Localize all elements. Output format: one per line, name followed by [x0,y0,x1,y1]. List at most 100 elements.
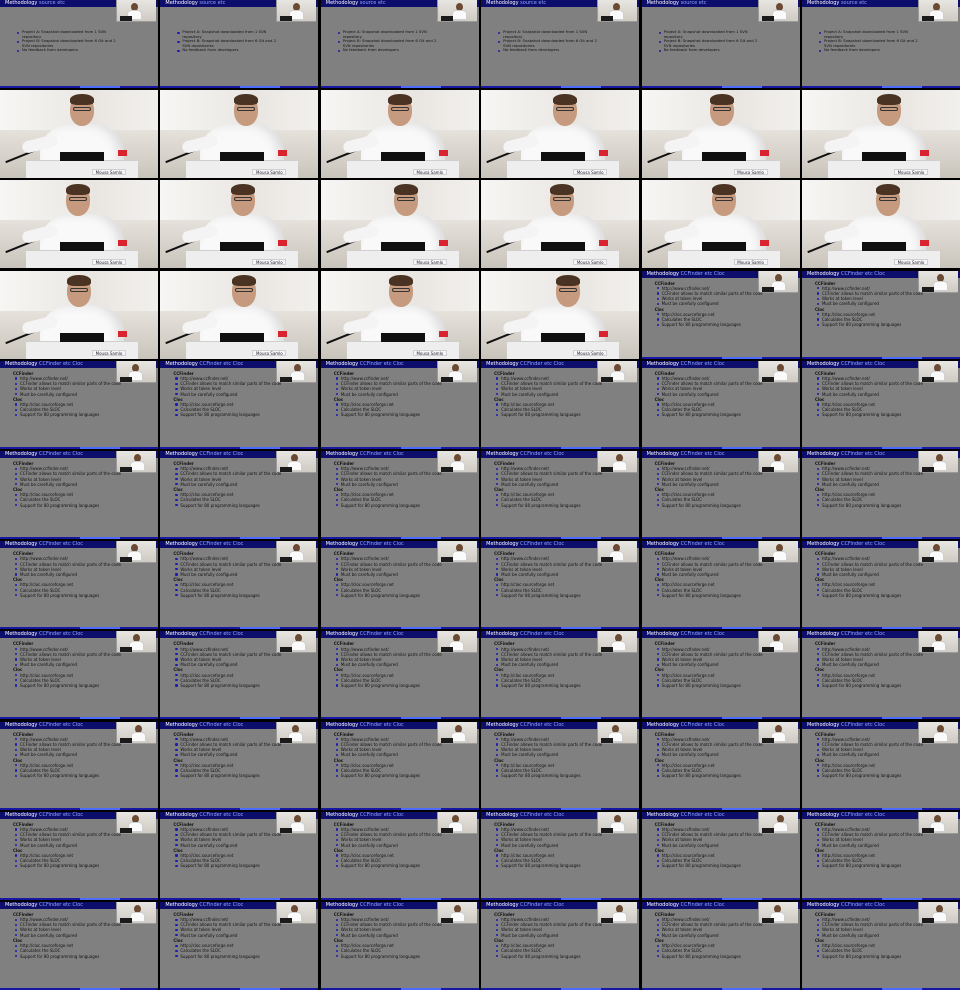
slide-thumbnail[interactable]: Methodology CCFinder etc Cloc CCFinder h… [320,450,479,539]
slide-thumbnail[interactable]: Methodology CCFinder etc Cloc CCFinder h… [320,721,479,810]
speaker-video-frame[interactable]: Mousa Samlo [801,180,960,269]
slide-thumbnail[interactable]: Methodology CCFinder etc Cloc CCFinder h… [160,541,319,630]
slide-thumbnail[interactable]: Methodology CCFinder etc Cloc CCFinder h… [481,811,640,900]
slide-footer [320,987,479,990]
slide-body: Project A: Snapshot downloaded from 1 SV… [175,29,303,53]
slide-thumbnail[interactable]: Methodology CCFinder etc Cloc CCFinder h… [801,360,960,449]
slide-thumbnail[interactable]: Methodology CCFinder etc Cloc CCFinder h… [641,721,800,810]
slide-title-bar: Methodology CCFinder etc Cloc [801,631,960,639]
slide-thumbnail[interactable]: Methodology CCFinder etc Cloc CCFinder h… [801,270,960,359]
slide-thumbnail[interactable]: Methodology CCFinder etc Cloc CCFinder h… [160,721,319,810]
bullet-item: Must be carefully configured [13,933,141,938]
bullet-item: http://www.ccfinder.net/ [815,737,943,742]
slide-thumbnail[interactable]: Methodology CCFinder etc Cloc CCFinder h… [160,450,319,539]
slide-thumbnail[interactable]: Methodology CCFinder etc Cloc CCFinder h… [801,721,960,810]
speaker-video-frame[interactable]: Mousa Samlo [481,270,640,359]
name-tag-icon [438,150,448,157]
slide-thumbnail[interactable]: Methodology CCFinder etc Cloc CCFinder h… [481,360,640,449]
slide-thumbnail[interactable]: Methodology CCFinder etc Cloc CCFinder h… [481,450,640,539]
slide-thumbnail[interactable]: Methodology CCFinder etc Cloc CCFinder h… [320,631,479,720]
slide-thumbnail[interactable]: Methodology CCFinder etc Cloc CCFinder h… [0,811,158,900]
speaker-thumbnail-icon [276,811,317,834]
slide-thumbnail[interactable]: Methodology CCFinder etc Cloc CCFinder h… [160,631,319,720]
slide-title-bar: Methodology source etc [320,0,479,7]
speaker-video-frame[interactable]: Mousa Samlo [0,180,158,269]
bullet-item: CCFinder allows to match similar parts o… [173,832,301,837]
slide-title-bar: Methodology CCFinder etc Cloc [481,360,640,368]
slide-thumbnail[interactable]: Methodology CCFinder etc Cloc CCFinder h… [0,541,158,630]
slide-thumbnail[interactable]: Methodology CCFinder etc Cloc CCFinder h… [801,450,960,539]
slide-thumbnail[interactable]: Methodology CCFinder etc Cloc CCFinder h… [481,901,640,990]
slide-thumbnail[interactable]: Methodology source etc Project A: Snapsh… [0,0,158,88]
slide-body: CCFinder http://www.ccfinder.net/ CCFind… [815,641,943,688]
slide-thumbnail[interactable]: Methodology source etc Project A: Snapsh… [801,0,960,88]
section-heading: Cloc [333,937,344,943]
slide-thumbnail[interactable]: Methodology CCFinder etc Cloc CCFinder h… [641,901,800,990]
slide-title: Methodology [806,721,840,728]
bullet-item: Project B: Snapshot downloaded from 6 Gi… [175,38,280,48]
bullet-item: Calculates the SLOC [494,858,622,863]
speaker-video-frame[interactable]: Mousa Samlo [641,180,800,269]
slide-thumbnail[interactable]: Methodology CCFinder etc Cloc CCFinder h… [641,450,800,539]
slide-thumbnail[interactable]: Methodology CCFinder etc Cloc CCFinder h… [0,360,158,449]
bullet-item: http://cloc.sourceforge.net [494,673,622,678]
bullet-item: Support for 80 programming languages [173,593,301,598]
bullet-item: CCFinder allows to match similar parts o… [655,832,783,837]
section-heading: CCFinder [173,641,194,647]
speaker-video-frame[interactable]: Mousa Samlo [481,90,640,179]
slide-thumbnail[interactable]: Methodology CCFinder etc Cloc CCFinder h… [801,631,960,720]
slide-thumbnail[interactable]: Methodology CCFinder etc Cloc CCFinder h… [641,811,800,900]
slide-thumbnail[interactable]: Methodology CCFinder etc Cloc CCFinder h… [160,811,319,900]
speaker-video-frame[interactable]: Mousa Samlo [641,90,800,179]
slide-thumbnail[interactable]: Methodology CCFinder etc Cloc CCFinder h… [481,631,640,720]
slide-thumbnail[interactable]: Methodology CCFinder etc Cloc CCFinder h… [0,450,158,539]
speaker-video-frame[interactable]: Mousa Samlo [0,90,158,179]
speaker-thumbnail-icon [276,721,317,744]
slide-thumbnail[interactable]: Methodology source etc Project A: Snapsh… [160,0,319,88]
bullet-item: http://cloc.sourceforge.net [494,492,622,497]
speaker-video-frame[interactable]: Mousa Samlo [0,270,158,359]
speaker-video-frame[interactable]: Mousa Samlo [801,90,960,179]
slide-body: CCFinder http://www.ccfinder.net/ CCFind… [334,732,462,779]
slide-thumbnail[interactable]: Methodology CCFinder etc Cloc CCFinder h… [801,541,960,630]
slide-thumbnail[interactable]: Methodology CCFinder etc Cloc CCFinder h… [641,270,800,359]
slide-thumbnail[interactable]: Methodology CCFinder etc Cloc CCFinder h… [320,811,479,900]
slide-thumbnail[interactable]: Methodology CCFinder etc Cloc CCFinder h… [0,721,158,810]
speaker-video-frame[interactable]: Mousa Samlo [160,180,319,269]
slide-thumbnail[interactable]: Methodology CCFinder etc Cloc CCFinder h… [320,541,479,630]
slide-thumbnail[interactable]: Methodology CCFinder etc Cloc CCFinder h… [481,721,640,810]
bullet-item: Must be carefully configured [815,843,943,848]
slide-thumbnail[interactable]: Methodology source etc Project A: Snapsh… [641,0,800,88]
slide-thumbnail[interactable]: Methodology source etc Project A: Snapsh… [481,0,640,88]
laptop-icon [380,332,425,342]
section-heading: Cloc [814,306,825,312]
bullet-item: CCFinder allows to match similar parts o… [173,922,301,927]
slide-thumbnail[interactable]: Methodology CCFinder etc Cloc CCFinder h… [0,901,158,990]
bullet-item: Works at token level [815,837,943,842]
slide-thumbnail[interactable]: Methodology CCFinder etc Cloc CCFinder h… [320,360,479,449]
section-heading: Cloc [814,396,825,402]
speaker-video-frame[interactable]: Mousa Samlo [481,180,640,269]
slide-thumbnail[interactable]: Methodology CCFinder etc Cloc CCFinder h… [641,631,800,720]
slide-thumbnail[interactable]: Methodology CCFinder etc Cloc CCFinder h… [160,901,319,990]
speaker-video-frame[interactable]: Mousa Samlo [320,90,479,179]
speaker-video-frame[interactable]: Mousa Samlo [160,90,319,179]
bullet-item: Must be carefully configured [173,482,301,487]
speaker-thumbnail-icon [276,631,317,654]
slide-thumbnail[interactable]: Methodology CCFinder etc Cloc CCFinder h… [0,631,158,720]
slide-thumbnail[interactable]: Methodology CCFinder etc Cloc CCFinder h… [801,901,960,990]
slide-thumbnail[interactable]: Methodology CCFinder etc Cloc CCFinder h… [641,360,800,449]
bullet-item: No feedback from developers [15,48,120,53]
slide-thumbnail[interactable]: Methodology CCFinder etc Cloc CCFinder h… [160,360,319,449]
slide-thumbnail[interactable]: Methodology CCFinder etc Cloc CCFinder h… [801,811,960,900]
slide-subtitle: source etc [39,0,65,6]
speaker-video-frame[interactable]: Mousa Samlo [320,180,479,269]
name-card: Mousa Samlo [893,259,928,266]
speaker-video-frame[interactable]: Mousa Samlo [160,270,319,359]
slide-thumbnail[interactable]: Methodology source etc Project A: Snapsh… [320,0,479,88]
slide-thumbnail[interactable]: Methodology CCFinder etc Cloc CCFinder h… [320,901,479,990]
slide-thumbnail[interactable]: Methodology CCFinder etc Cloc CCFinder h… [481,541,640,630]
slide-thumbnail[interactable]: Methodology CCFinder etc Cloc CCFinder h… [641,541,800,630]
bullet-item: http://cloc.sourceforge.net [334,673,462,678]
speaker-video-frame[interactable]: Mousa Samlo [320,270,479,359]
